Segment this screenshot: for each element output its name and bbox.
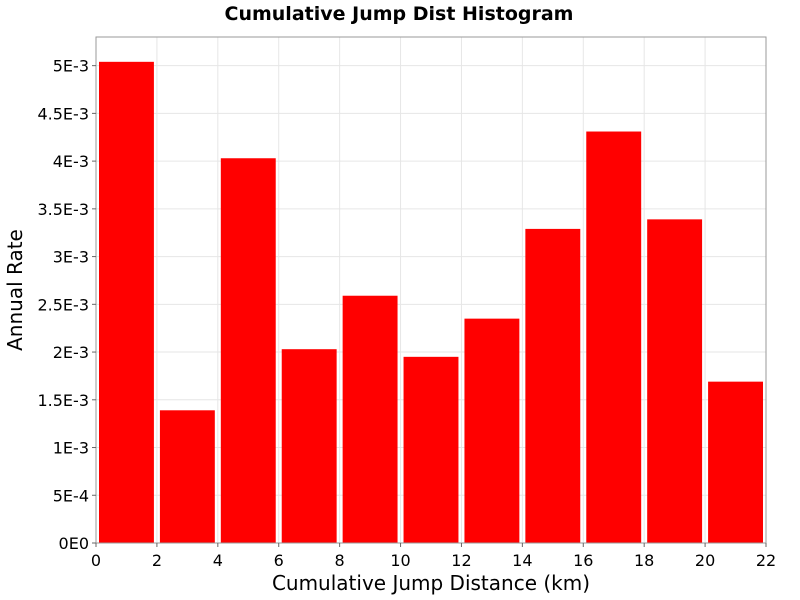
y-tick-label: 1.5E-3 <box>37 391 89 410</box>
x-axis: 0 2 4 6 8 10 12 14 16 18 20 22 <box>91 543 776 570</box>
y-axis-title: Annual Rate <box>3 229 27 351</box>
x-tick-label: 20 <box>695 551 715 570</box>
y-tick-label: 5E-4 <box>53 486 89 505</box>
bars <box>99 61 763 544</box>
plot-border <box>95 36 767 544</box>
histogram-bar <box>281 349 337 543</box>
histogram-bar <box>647 219 703 543</box>
histogram-bar <box>99 61 154 544</box>
histogram-bar <box>708 381 763 543</box>
y-tick-label: 5E-3 <box>53 57 89 76</box>
x-axis-title: Cumulative Jump Distance (km) <box>272 571 590 595</box>
histogram-bar <box>159 410 215 543</box>
y-tick-label: 1E-3 <box>53 439 89 458</box>
histogram-bar <box>586 131 642 544</box>
y-tick-label: 2E-3 <box>53 343 89 362</box>
chart-title: Cumulative Jump Dist Histogram <box>225 3 574 25</box>
x-tick-label: 16 <box>573 551 593 570</box>
x-tick-label: 18 <box>634 551 654 570</box>
x-tick-label: 14 <box>512 551 532 570</box>
histogram-bar <box>525 228 581 543</box>
histogram-bar <box>403 356 459 543</box>
x-tick-label: 0 <box>91 551 101 570</box>
x-tick-label: 4 <box>213 551 223 570</box>
y-tick-label: 2.5E-3 <box>37 295 89 314</box>
y-axis: 0E0 5E-4 1E-3 1.5E-3 2E-3 2.5E-3 3E-3 3.5E-3 4E-… <box>37 57 96 553</box>
histogram-bar <box>342 295 398 543</box>
histogram-bar <box>220 158 276 543</box>
y-tick-label: 4E-3 <box>53 152 89 171</box>
y-tick-label: 4.5E-3 <box>37 104 89 123</box>
x-tick-label: 8 <box>335 551 345 570</box>
y-tick-label: 3E-3 <box>53 248 89 267</box>
x-tick-label: 22 <box>756 551 776 570</box>
y-tick-label: 0E0 <box>59 534 89 553</box>
x-tick-label: 12 <box>451 551 471 570</box>
plot-frame <box>95 36 767 544</box>
y-tick-label: 3.5E-3 <box>37 200 89 219</box>
x-tick-label: 2 <box>152 551 162 570</box>
x-tick-label: 6 <box>274 551 284 570</box>
x-tick-label: 10 <box>390 551 410 570</box>
histogram-bar <box>464 318 520 543</box>
